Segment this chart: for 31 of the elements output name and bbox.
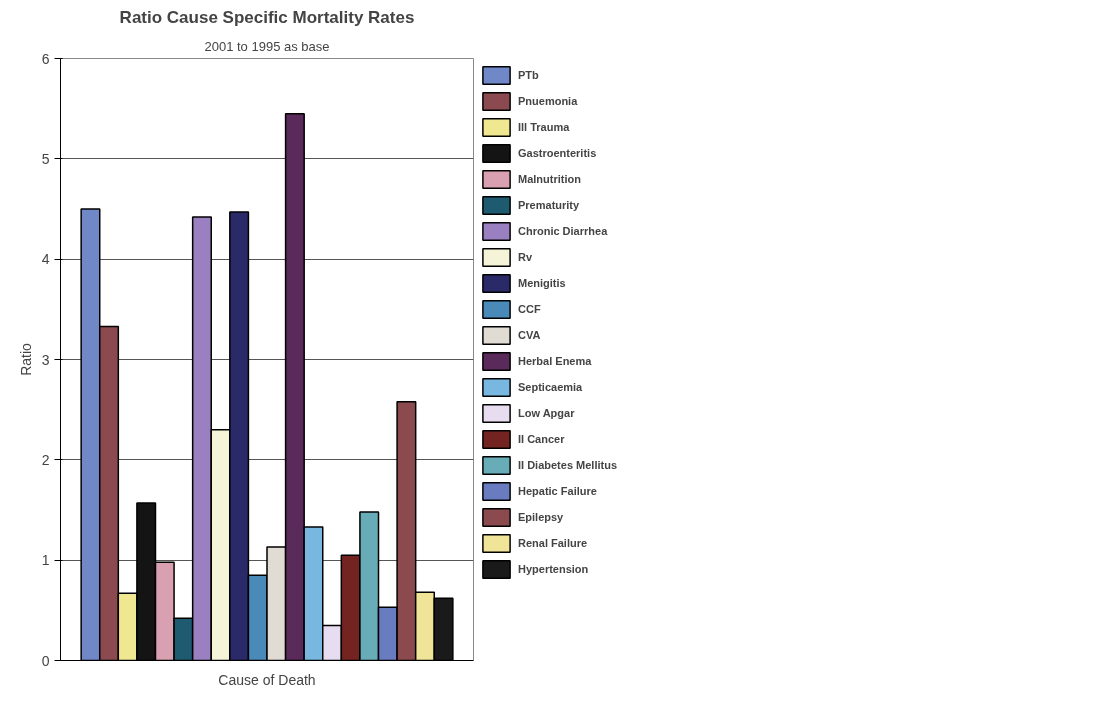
y-tick-label: 3: [41, 351, 50, 368]
legend-label: Menigitis: [518, 277, 567, 289]
legend-label: Herbal Enema: [518, 355, 593, 367]
y-tick-label: 0: [41, 652, 50, 669]
legend-label: Gastroenteritis: [518, 147, 598, 159]
legend-label: Chronic Diarrhea: [518, 225, 609, 237]
legend-label: Rv: [518, 251, 534, 263]
chart-subtitle: 2001 to 1995 as base: [204, 38, 330, 54]
legend-label: Epilepsy: [518, 511, 565, 523]
legend-label: PTb: [518, 69, 540, 81]
legend-label: Hypertension: [518, 563, 590, 575]
y-tick-label: 4: [41, 251, 50, 268]
y-tick-label: 2: [41, 451, 50, 468]
legend-label: II Cancer: [518, 433, 566, 445]
y-tick-label: 5: [41, 150, 50, 167]
legend-label: Prematurity: [518, 199, 581, 211]
legend-label: Septicaemia: [518, 381, 584, 393]
legend-label: II Diabetes Mellitus: [518, 459, 619, 471]
y-tick-label: 6: [41, 50, 50, 67]
legend-label: CCF: [518, 303, 542, 315]
y-axis-title: Ratio: [17, 342, 34, 376]
legend-label: Ill Trauma: [518, 121, 571, 133]
legend-label: Malnutrition: [518, 173, 582, 185]
legend-label: Renal Failure: [518, 537, 589, 549]
legend-label: Low Apgar: [518, 407, 576, 419]
x-axis-title: Cause of Death: [218, 671, 316, 688]
legend-label: CVA: [518, 329, 542, 341]
chart-title: Ratio Cause Specific Mortality Rates: [119, 7, 415, 27]
legend-label: Pnuemonia: [518, 95, 579, 107]
legend-label: Hepatic Failure: [518, 485, 598, 497]
y-tick-label: 1: [41, 552, 50, 569]
